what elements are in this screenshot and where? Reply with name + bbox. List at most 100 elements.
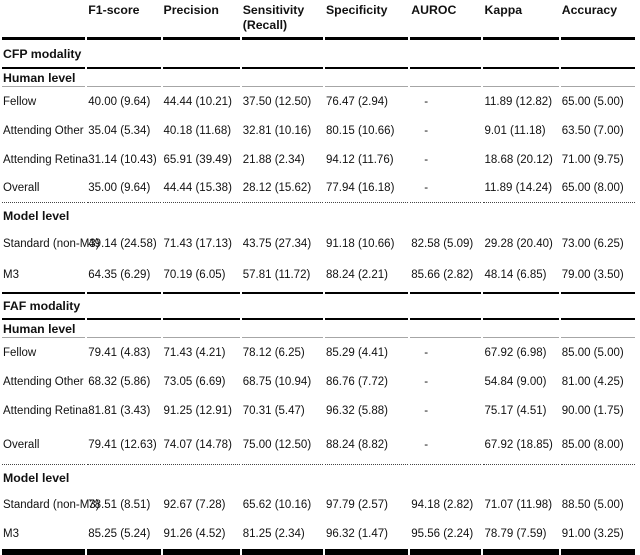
metric-cell-precision: 91.26 (4.52) (162, 519, 240, 555)
metric-cell-auroc: 94.18 (2.82) (411, 499, 474, 511)
metric-cell-accuracy: 85.00 (8.00) (560, 425, 635, 465)
table-row-faf-fellow: Fellow 79.41 (4.83) 71.43 (4.21) 78.12 (… (2, 338, 635, 367)
metric-cell-specificity: 96.32 (5.88) (325, 404, 388, 417)
table-row-faf-m3: M3 85.25 (5.24) 91.26 (4.52) 81.25 (2.34… (2, 519, 635, 555)
group-title: Human level (2, 69, 86, 87)
metric-cell-kappa: 18.68 (20.12) (484, 153, 553, 166)
empty-cell (410, 465, 481, 491)
column-header-sublabel: (Recall) (242, 18, 288, 32)
metric-cell-precision: 74.07 (14.78) (162, 425, 240, 465)
metric-cell-precision: 44.44 (15.38) (162, 174, 240, 203)
column-header-accuracy: Accuracy (560, 0, 635, 40)
column-header-precision: Precision (162, 0, 240, 40)
metric-cell-accuracy: 63.50 (7.00) (561, 124, 624, 137)
section-row-cfp-modality: CFP modality (2, 40, 635, 69)
empty-cell (241, 294, 323, 320)
empty-cell (162, 294, 240, 320)
metric-cell-accuracy: 71.00 (9.75) (561, 153, 624, 166)
empty-cell (410, 40, 482, 69)
metric-cell-auroc: - (424, 153, 429, 166)
metric-cell-accuracy: 85.00 (5.00) (561, 346, 624, 359)
metric-cell-f1: 64.35 (6.29) (87, 258, 161, 294)
empty-cell (560, 294, 635, 320)
metric-cell-kappa: 71.07 (11.98) (484, 499, 553, 511)
metric-cell-auroc: - (424, 95, 429, 108)
metric-cell-sensitivity: 65.62 (10.16) (242, 499, 312, 511)
metric-cell-auroc: 95.56 (2.24) (410, 519, 482, 555)
column-header-label: Kappa (484, 3, 523, 17)
empty-cell (483, 465, 558, 491)
metric-cell-specificity: 94.12 (11.76) (325, 153, 394, 166)
metric-cell-specificity: 97.79 (2.57) (325, 499, 388, 511)
metric-cell-precision: 65.91 (39.49) (163, 153, 232, 166)
metric-cell-sensitivity: 57.81 (11.72) (241, 258, 323, 294)
column-header-label: Specificity (325, 3, 388, 17)
metric-cell-accuracy: 65.00 (8.00) (560, 174, 635, 203)
metric-cell-kappa: 48.14 (6.85) (483, 258, 559, 294)
metric-cell-sensitivity: 75.00 (12.50) (241, 425, 323, 465)
empty-cell (241, 40, 323, 69)
metric-cell-sensitivity: 37.50 (12.50) (242, 95, 312, 108)
metric-cell-precision: 71.43 (17.13) (163, 237, 232, 250)
row-label: Attending Other (3, 124, 84, 137)
row-label: Overall (2, 425, 86, 465)
metric-cell-kappa: 29.28 (20.40) (484, 237, 553, 250)
empty-cell (560, 40, 635, 69)
section-row-faf-modality: FAF modality (2, 294, 635, 320)
table-row-cfp-m3: M3 64.35 (6.29) 70.19 (6.05) 57.81 (11.7… (2, 258, 635, 294)
metric-cell-accuracy: 79.00 (3.50) (560, 258, 635, 294)
metric-cell-specificity: 88.24 (8.82) (324, 425, 409, 465)
metric-cell-kappa: 11.89 (12.82) (484, 95, 553, 108)
metric-cell-kappa: 11.89 (14.24) (483, 174, 559, 203)
group-title: Model level (3, 471, 70, 485)
row-label: Attending Retina (3, 404, 89, 417)
group-title: Model level (3, 209, 70, 223)
metric-cell-f1: 81.81 (3.43) (88, 404, 151, 417)
metric-cell-sensitivity: 68.75 (10.94) (242, 375, 312, 388)
metric-cell-auroc: - (424, 124, 429, 137)
empty-cell (162, 320, 240, 338)
metric-cell-auroc: - (424, 404, 429, 417)
metric-cell-f1: 85.25 (5.24) (87, 519, 161, 555)
table-row-cfp-attending-other: Attending Other 35.04 (5.34) 40.18 (11.6… (2, 116, 635, 145)
empty-cell (324, 40, 409, 69)
table-row-cfp-attending-retina: Attending Retina 31.14 (10.43) 65.91 (39… (2, 145, 635, 174)
table-row-faf-overall: Overall 79.41 (12.63) 74.07 (14.78) 75.0… (2, 425, 635, 465)
empty-cell (410, 320, 482, 338)
group-row-cfp-model-level: Model level (2, 203, 635, 229)
metric-cell-kappa: 67.92 (6.98) (484, 346, 547, 359)
row-label: Fellow (3, 95, 37, 108)
metric-cell-specificity: 85.29 (4.41) (325, 346, 388, 359)
empty-cell (325, 203, 408, 229)
metric-cell-kappa: 78.79 (7.59) (483, 519, 559, 555)
empty-cell (87, 40, 161, 69)
metric-cell-precision: 91.25 (12.91) (163, 404, 232, 417)
metric-cell-sensitivity: 43.75 (27.34) (242, 237, 312, 250)
metric-cell-auroc: - (410, 425, 482, 465)
metric-cell-accuracy: 65.00 (5.00) (561, 95, 624, 108)
empty-cell (410, 203, 481, 229)
metric-cell-sensitivity: 81.25 (2.34) (241, 519, 323, 555)
metric-cell-accuracy: 88.50 (5.00) (561, 499, 624, 511)
metric-cell-specificity: 80.15 (10.66) (325, 124, 395, 137)
row-label: Standard (non-M3) (3, 499, 100, 511)
metric-cell-f1: 49.14 (24.58) (88, 237, 157, 250)
column-header-label: F1-score (88, 3, 140, 17)
metric-cell-f1: 79.41 (4.83) (88, 346, 151, 359)
empty-cell (483, 294, 559, 320)
metric-cell-auroc: 85.66 (2.82) (410, 258, 482, 294)
empty-cell (560, 69, 635, 87)
metric-cell-sensitivity: 78.12 (6.25) (242, 346, 305, 359)
metric-cell-specificity: 88.24 (2.21) (324, 258, 409, 294)
metric-cell-specificity: 76.47 (2.94) (325, 95, 388, 108)
metric-cell-precision: 44.44 (10.21) (163, 95, 232, 108)
empty-cell (325, 465, 408, 491)
empty-cell (324, 294, 409, 320)
row-label: Standard (non-M3) (3, 237, 100, 250)
metric-cell-specificity: 77.94 (16.18) (324, 174, 409, 203)
column-header-label: AUROC (411, 3, 457, 17)
metric-cell-f1: 78.51 (8.51) (88, 499, 151, 511)
empty-cell (324, 320, 409, 338)
table-row-faf-standard: Standard (non-M3) 78.51 (8.51) 92.67 (7.… (2, 491, 635, 519)
